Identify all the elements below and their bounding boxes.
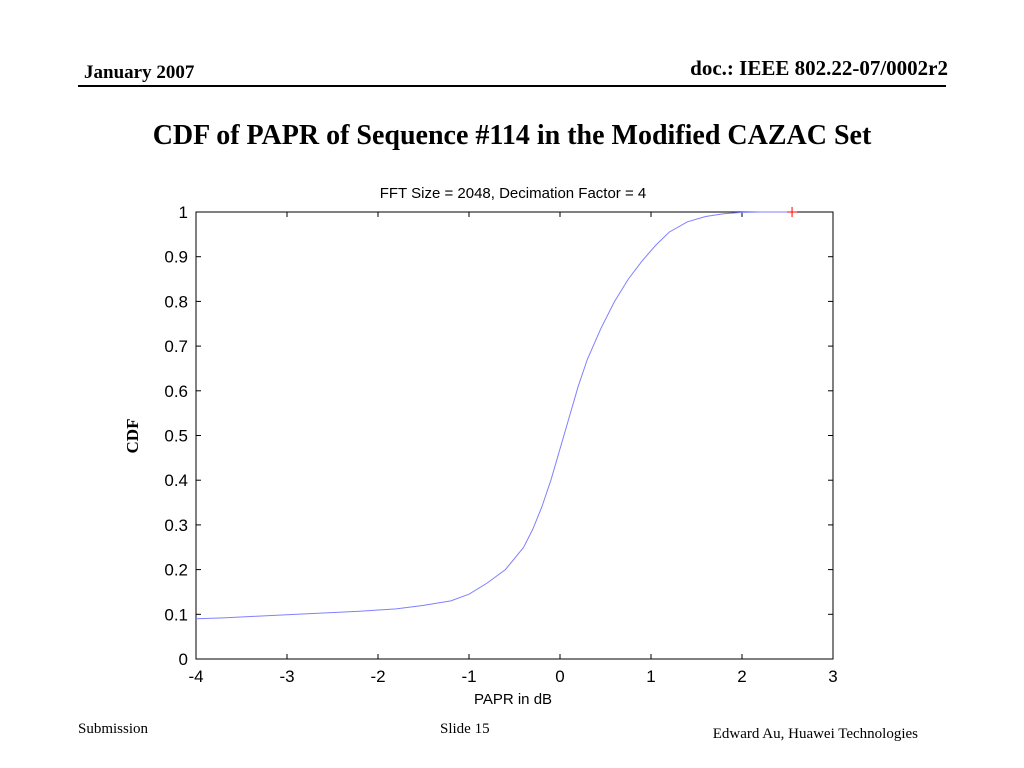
header-doc-id: doc.: IEEE 802.22-07/0002r2: [690, 56, 948, 80]
y-tick-label: 0.5: [164, 427, 188, 446]
y-tick-label: 0.9: [164, 248, 188, 267]
x-tick-label: -2: [370, 667, 385, 686]
x-tick-label: -3: [279, 667, 294, 686]
y-tick-label: 0: [179, 650, 188, 669]
header-date: January 2007: [84, 62, 195, 83]
slide-title: CDF of PAPR of Sequence #114 in the Modi…: [152, 120, 872, 151]
x-tick-label: 0: [555, 667, 564, 686]
y-tick-label: 0.6: [164, 382, 188, 401]
chart-title: FFT Size = 2048, Decimation Factor = 4: [380, 185, 647, 202]
plot-frame: [195, 211, 834, 660]
x-tick-label: 3: [828, 667, 837, 686]
y-tick-label: 0.7: [164, 337, 188, 356]
y-tick-label: 0.3: [164, 516, 188, 535]
footer-slide-number: Slide 15: [440, 721, 490, 737]
y-tick-label: 0.2: [164, 561, 188, 580]
x-tick-label: 2: [737, 667, 746, 686]
x-tick-label: -4: [188, 667, 203, 686]
y-tick-label: 0.8: [164, 292, 188, 311]
x-axis-label: PAPR in dB: [474, 691, 552, 708]
footer-submission: Submission: [78, 721, 149, 737]
y-tick-label: 0.4: [164, 471, 188, 490]
footer-author: Edward Au, Huawei Technologies: [712, 726, 918, 742]
x-tick-label: -1: [461, 667, 476, 686]
header-divider: [78, 85, 946, 87]
cdf-curve: [195, 211, 792, 620]
y-tick-label: 0.1: [164, 605, 188, 624]
y-tick-label: 1: [179, 203, 188, 222]
x-tick-label: 1: [646, 667, 655, 686]
y-axis-label: CDF: [123, 419, 142, 454]
